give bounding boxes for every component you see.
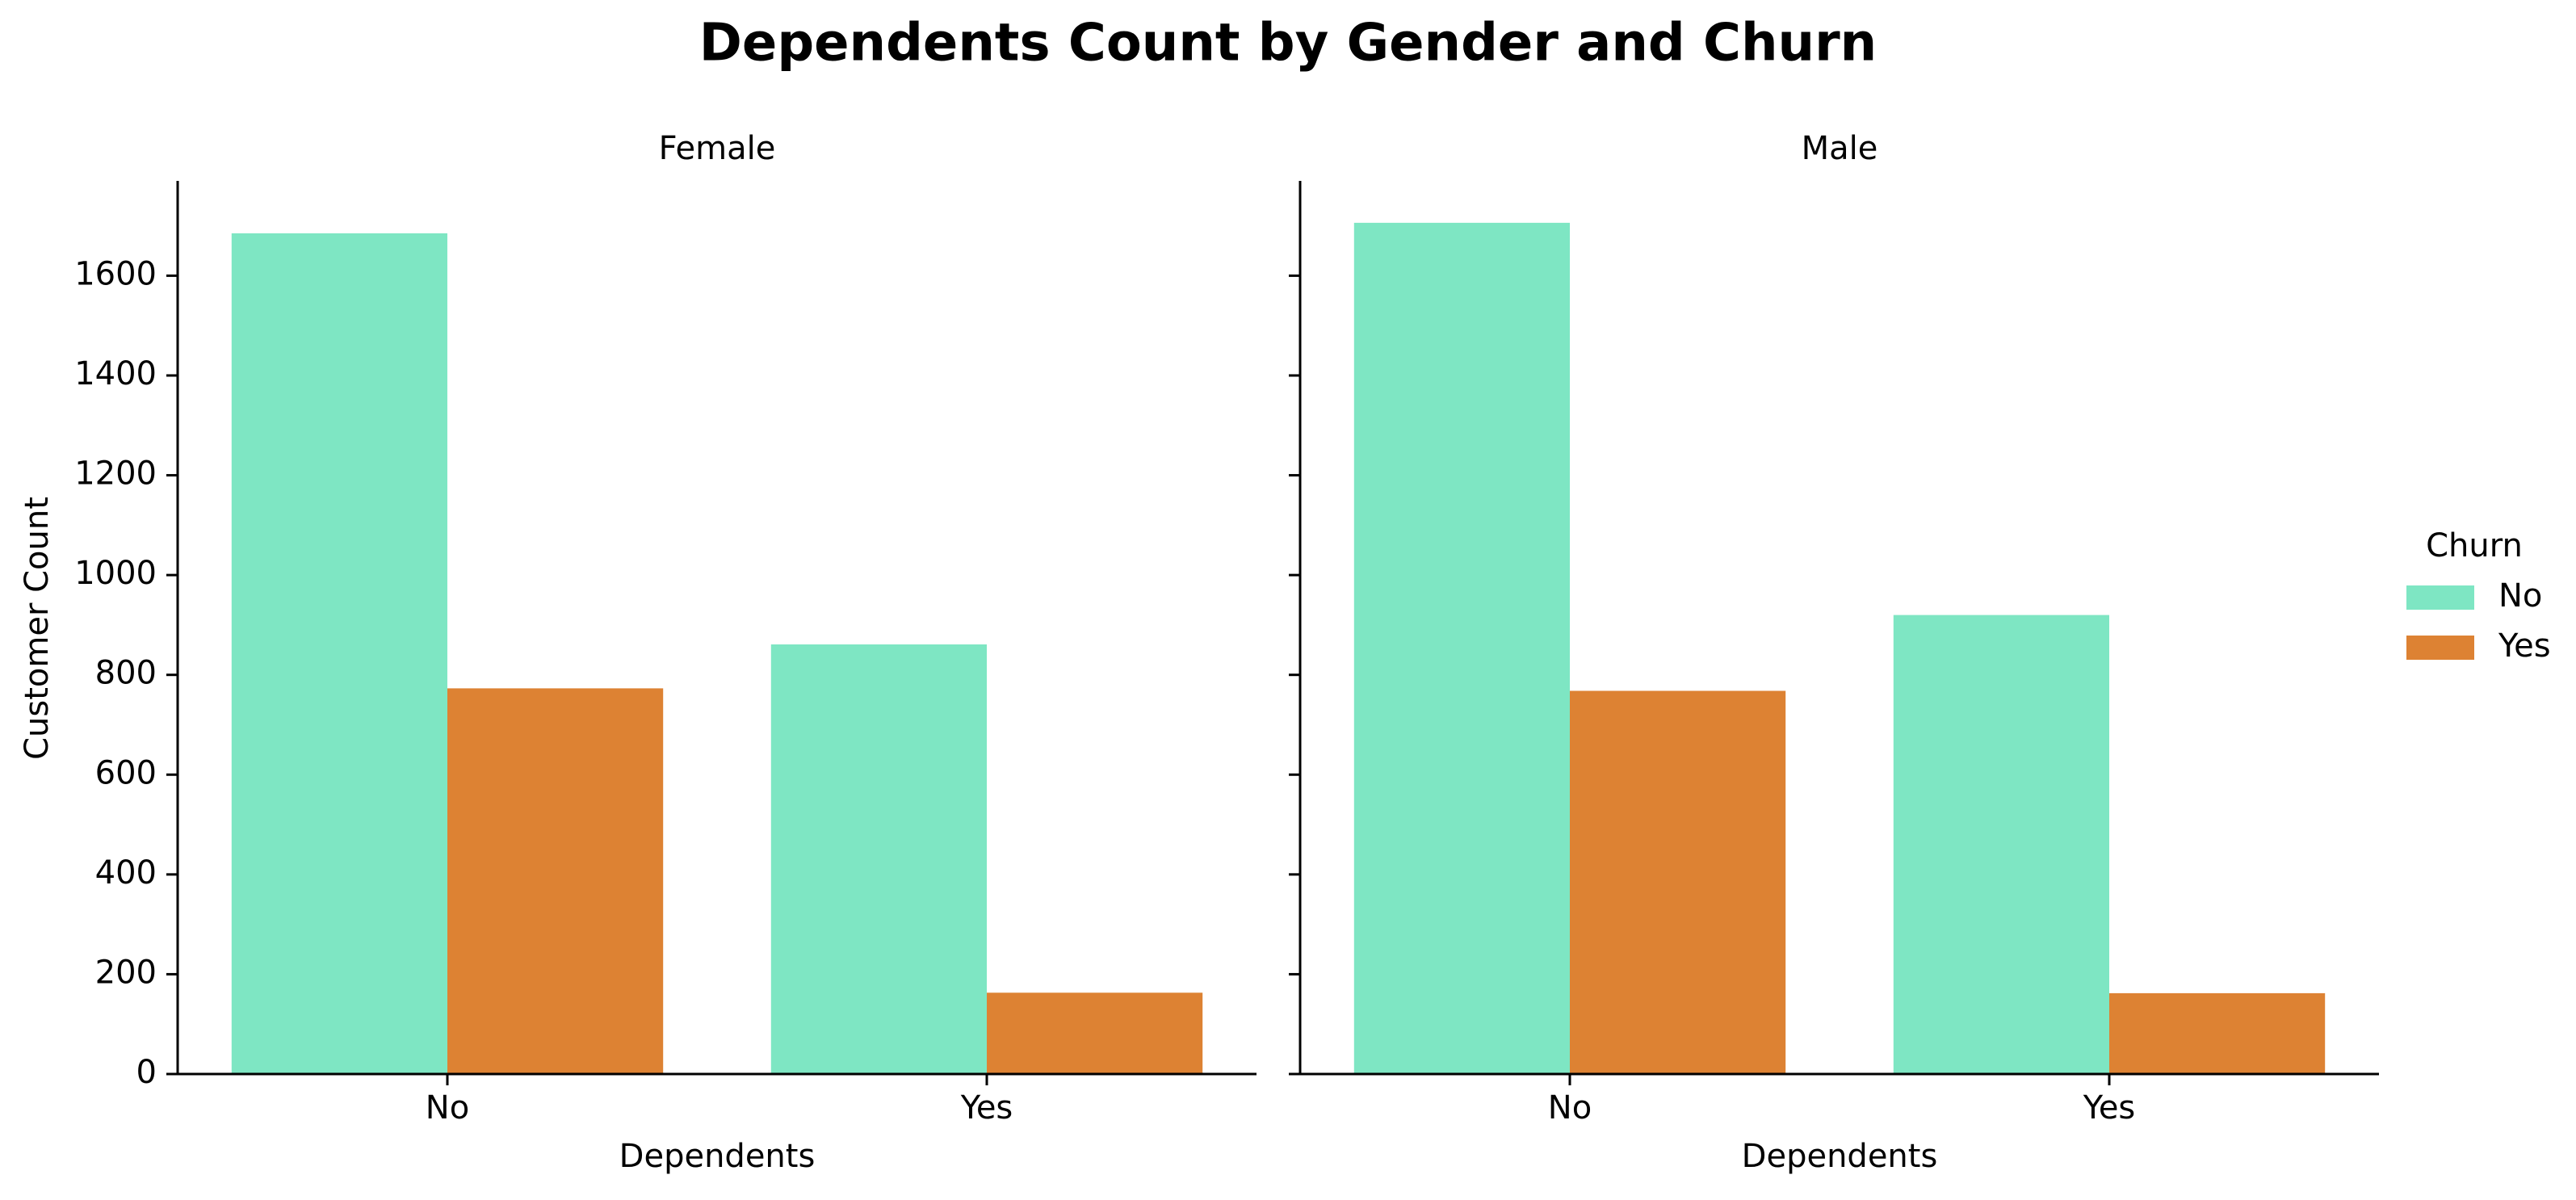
x-tick-label: No xyxy=(426,1089,469,1127)
bar-male-yes-churn-yes xyxy=(2109,992,2326,1074)
bar-male-no-churn-no xyxy=(1353,222,1570,1074)
y-tick-label: 1200 xyxy=(74,455,157,493)
y-tick-label: 200 xyxy=(95,954,157,991)
bar-female-yes-churn-no xyxy=(770,644,987,1074)
panel-title: Female xyxy=(659,130,776,167)
legend: Churn No Yes xyxy=(2406,527,2551,665)
panel-title: Male xyxy=(1802,130,1878,167)
y-tick-label: 1400 xyxy=(74,355,157,392)
legend-label-no: No xyxy=(2498,577,2542,615)
chart-title: Dependents Count by Gender and Churn xyxy=(699,14,1877,73)
y-tick-label: 400 xyxy=(95,854,157,892)
legend-swatch-yes xyxy=(2406,636,2474,660)
legend-label-yes: Yes xyxy=(2498,627,2551,665)
bar-male-yes-churn-no xyxy=(1893,615,2109,1074)
panel-male: No Yes Dependents Male xyxy=(1289,130,2379,1175)
bar-male-no-churn-yes xyxy=(1570,690,1786,1074)
y-tick-label: 0 xyxy=(136,1054,157,1091)
x-axis-label: Dependents xyxy=(1742,1138,1938,1175)
y-tick-label: 600 xyxy=(95,754,157,791)
bar-female-no-churn-no xyxy=(231,233,447,1074)
panel-female: 0 200 400 600 800 1000 1200 1400 1600 No Yes Depend… xyxy=(74,130,1257,1175)
x-tick-label: No xyxy=(1548,1089,1592,1127)
y-tick-label: 800 xyxy=(95,655,157,692)
y-tick-label: 1600 xyxy=(74,255,157,292)
y-tick-label: 1000 xyxy=(74,555,157,592)
legend-swatch-no xyxy=(2406,585,2474,610)
bar-female-yes-churn-yes xyxy=(987,992,1203,1074)
x-tick-label: Yes xyxy=(960,1089,1013,1127)
panels-layer: 0 200 400 600 800 1000 1200 1400 1600 No Yes Depend… xyxy=(74,130,2379,1175)
bar-female-no-churn-yes xyxy=(447,688,664,1074)
y-axis-label: Customer Count xyxy=(19,497,56,760)
legend-title: Churn xyxy=(2426,527,2523,564)
x-tick-label: Yes xyxy=(2083,1089,2136,1127)
x-axis-label: Dependents xyxy=(619,1138,816,1175)
